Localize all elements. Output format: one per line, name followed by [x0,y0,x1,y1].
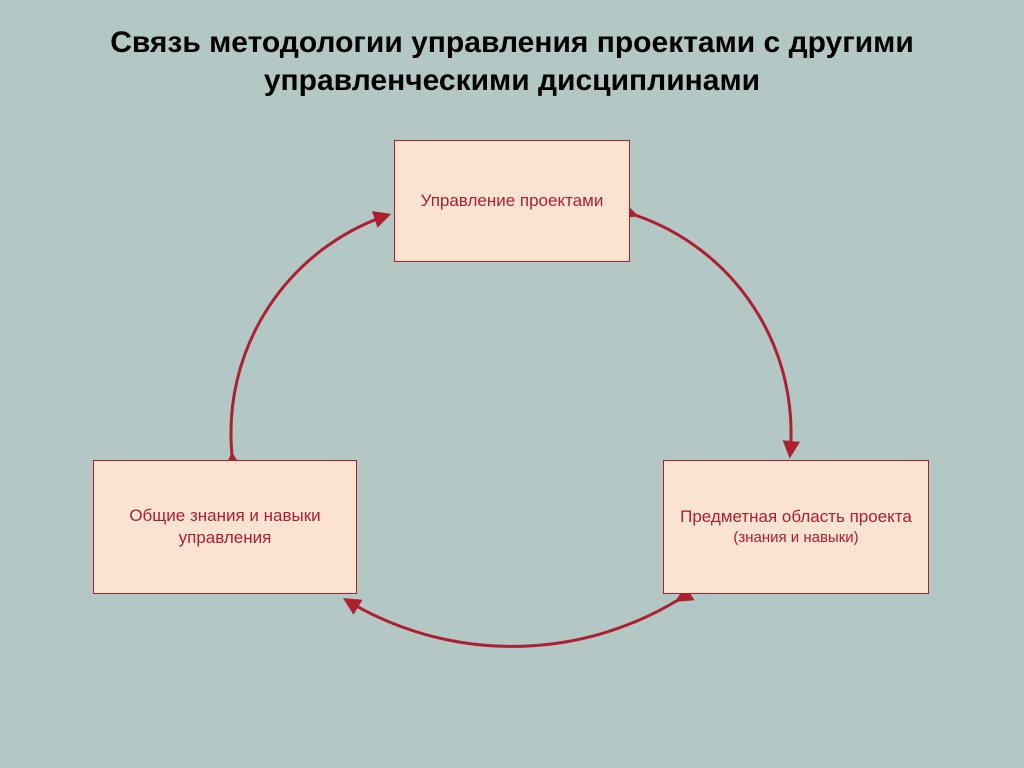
arc-left-to-top [231,215,388,455]
arc-right-to-left [346,600,678,646]
node-left: Общие знания и навыки управления [93,460,357,594]
cycle-arrows [0,0,1024,768]
node-right-label: Предметная область проекта [680,506,912,528]
node-right: Предметная область проекта (знания и нав… [663,460,929,594]
node-top-label: Управление проектами [421,190,604,212]
node-right-sublabel: (знания и навыки) [733,528,858,548]
arc-top-to-right [635,215,791,455]
node-left-label: Общие знания и навыки управления [94,505,356,549]
slide: Связь методологии управления проектами с… [0,0,1024,768]
slide-title: Связь методологии управления проектами с… [0,24,1024,99]
node-top: Управление проектами [394,140,630,262]
